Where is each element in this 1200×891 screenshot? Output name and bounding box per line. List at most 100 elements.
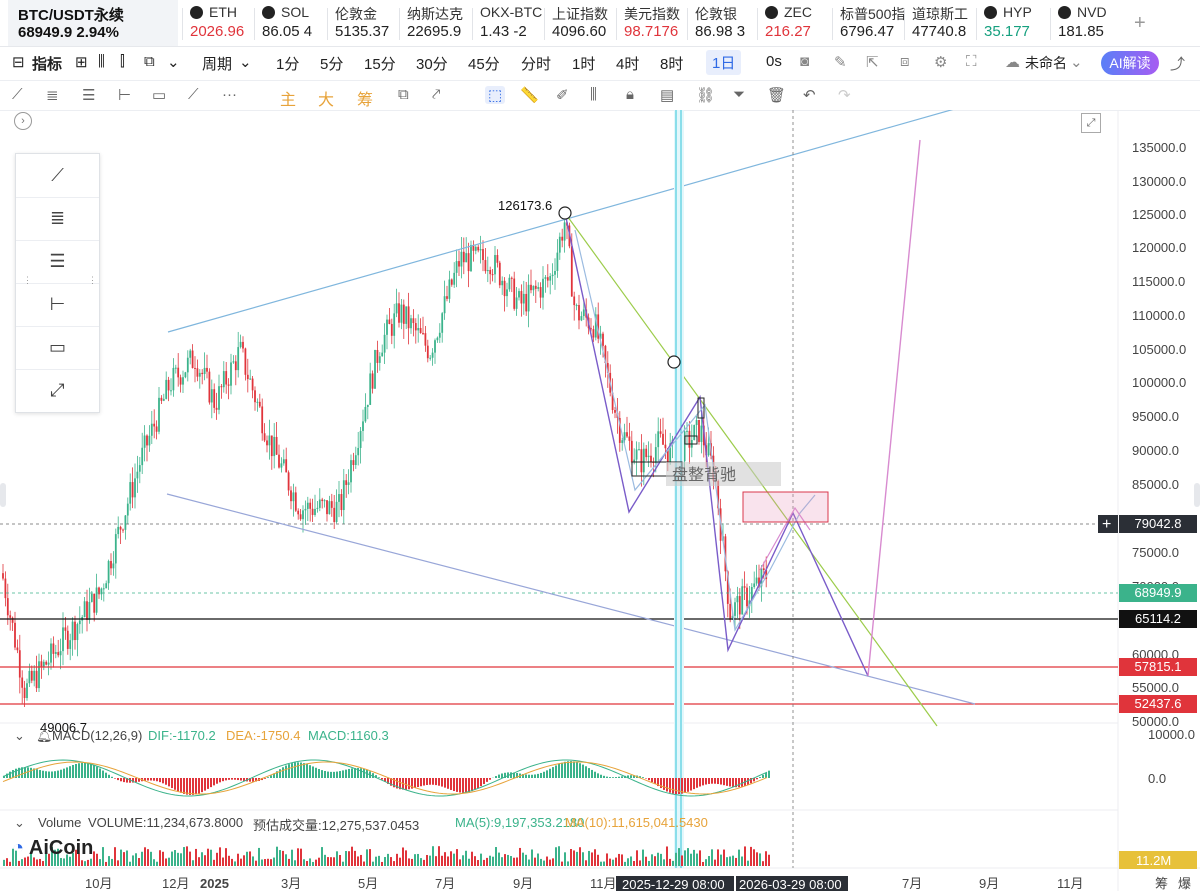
fullscreen-corner-icon[interactable]: ⤢ bbox=[1081, 113, 1101, 133]
ticker-10[interactable]: 道琼斯工 47740.8 bbox=[912, 0, 976, 46]
candle-body bbox=[261, 406, 264, 434]
panel-horizontal-lines-icon[interactable]: ☰ bbox=[16, 240, 99, 284]
macd-bar bbox=[570, 761, 572, 778]
price-chart[interactable]: 135000.0 130000.0 125000.0 120000.0 115000.0… bbox=[0, 110, 1200, 891]
ai-analyze-button[interactable]: AI解读 bbox=[1101, 51, 1159, 75]
interval-6[interactable]: 1时 bbox=[572, 56, 596, 73]
interval-0[interactable]: 1分 bbox=[276, 56, 300, 73]
candle-type-icon[interactable]: ⊞ bbox=[75, 54, 88, 71]
big-order-button[interactable]: 大 bbox=[318, 92, 335, 109]
expand-icon[interactable]: › bbox=[14, 112, 32, 130]
chevron-down-icon[interactable]: ⌄ bbox=[1070, 54, 1083, 71]
filter-icon[interactable]: ⏷ bbox=[733, 86, 746, 103]
macd-collapse-icon[interactable]: ⌄ bbox=[14, 728, 25, 743]
cursor-icon[interactable]: ⬚ bbox=[485, 86, 506, 104]
candles-icon[interactable]: ⫼ bbox=[590, 86, 597, 103]
horizontal-line-icon[interactable]: ⊢ bbox=[118, 87, 132, 104]
panel-horizontal-line-icon[interactable]: ⊢ bbox=[16, 283, 99, 327]
note-icon[interactable]: ▤ bbox=[660, 87, 675, 104]
rectangle-icon[interactable]: ▭ bbox=[152, 87, 167, 104]
ray-icon[interactable]: ⟋ bbox=[188, 86, 199, 103]
hollow-candle-icon[interactable]: ⫿ bbox=[120, 53, 125, 70]
chevron-down-icon[interactable]: ⌄ bbox=[167, 54, 180, 71]
measure-icon[interactable]: ⤤ bbox=[432, 86, 441, 103]
interval-4[interactable]: 45分 bbox=[468, 56, 500, 73]
macd-alert-icon[interactable]: 🔔︎ bbox=[36, 728, 53, 743]
ruler-icon[interactable]: 📏 bbox=[520, 87, 539, 104]
parallel-lines-icon[interactable]: ≣ bbox=[46, 87, 59, 104]
macd-label[interactable]: MACD(12,26,9) bbox=[52, 728, 143, 743]
link-icon[interactable]: ⛓ bbox=[696, 87, 716, 104]
interval-3[interactable]: 30分 bbox=[416, 56, 448, 73]
fullscreen-icon[interactable]: ⛶ bbox=[966, 53, 977, 70]
volume-bar bbox=[744, 846, 746, 866]
right-side-handle[interactable] bbox=[1194, 483, 1200, 507]
more-icon[interactable]: ··· bbox=[222, 86, 237, 103]
interval-8[interactable]: 8时 bbox=[660, 56, 684, 73]
lock-icon[interactable]: 🔒︎ bbox=[626, 86, 634, 103]
candle-body bbox=[537, 287, 540, 289]
candle-body bbox=[18, 650, 21, 678]
camera-icon[interactable]: ◙ bbox=[800, 53, 810, 70]
settings-icon[interactable]: ⚙ bbox=[934, 54, 948, 71]
pencil-icon[interactable]: ✎ bbox=[834, 54, 847, 71]
ticker-12[interactable]: NVD 181.85 bbox=[1058, 0, 1128, 46]
panel-arrow-icon[interactable]: ⤢ bbox=[50, 380, 65, 400]
redo-icon[interactable]: ↷ bbox=[838, 87, 851, 104]
volume-bar bbox=[654, 856, 656, 866]
horizontal-lines-icon[interactable]: ☰ bbox=[82, 87, 96, 104]
interval-9[interactable]: 1日 bbox=[706, 50, 742, 75]
candle-body bbox=[64, 627, 67, 631]
brush-icon[interactable]: ✐ bbox=[556, 87, 569, 104]
panel-parallel-channel-icon[interactable]: ≣ bbox=[16, 197, 99, 241]
volume-bar bbox=[183, 847, 185, 866]
undo-icon[interactable]: ↶ bbox=[803, 87, 816, 104]
interval-2[interactable]: 15分 bbox=[364, 56, 396, 73]
layout-name-button[interactable]: 未命名 bbox=[1025, 55, 1067, 71]
macd-bar bbox=[153, 778, 155, 781]
cloud-icon[interactable]: ☁ bbox=[1005, 54, 1020, 71]
period-button[interactable]: 周期 bbox=[202, 56, 233, 73]
add-ticker-icon[interactable]: + bbox=[1134, 12, 1146, 34]
volume-bar bbox=[345, 851, 347, 866]
candle-style-icon[interactable]: ⧉ bbox=[144, 53, 155, 70]
ticker-8[interactable]: ZEC 216.27 bbox=[765, 0, 832, 46]
indicators-button[interactable]: 指标 bbox=[32, 56, 63, 73]
ticker-1[interactable]: SOL 86.05 4 bbox=[262, 0, 327, 46]
ticker-6[interactable]: 美元指数 98.7176 bbox=[624, 0, 687, 46]
interval-5[interactable]: 分时 bbox=[521, 56, 552, 73]
seconds-button[interactable]: 0s bbox=[766, 53, 782, 70]
volume-forecast: 预估成交量:12,275,537.0453 bbox=[253, 818, 420, 833]
chips-button[interactable]: 筹 bbox=[357, 92, 374, 109]
candle-body bbox=[753, 583, 756, 588]
main-ticker-tab[interactable]: BTC/USDT永续 68949.9 2.94% bbox=[8, 0, 178, 46]
share-icon[interactable]: ⇱ bbox=[866, 54, 879, 71]
ticker-4[interactable]: OKX-BTC 1.43 -2 bbox=[480, 0, 544, 46]
ticker-2[interactable]: 伦敦金 5135.37 bbox=[335, 0, 399, 46]
interval-1[interactable]: 5分 bbox=[320, 56, 344, 73]
ticker-5[interactable]: 上证指数 4096.60 bbox=[552, 0, 616, 46]
interval-7[interactable]: 4时 bbox=[616, 56, 640, 73]
main-force-button[interactable]: 主 bbox=[280, 92, 297, 109]
panel-trend-line-icon[interactable]: ⟋ bbox=[16, 154, 99, 198]
ticker-7[interactable]: 伦敦银 86.98 3 bbox=[695, 0, 757, 46]
share-link-icon[interactable]: ⤴ bbox=[1170, 56, 1186, 73]
panel-drag-handle[interactable]: ⋮ bbox=[23, 275, 32, 285]
magnet-icon[interactable]: ⧉ bbox=[398, 86, 409, 103]
left-side-handle[interactable] bbox=[0, 483, 6, 507]
trash-icon[interactable]: 🗑︎ bbox=[767, 87, 787, 104]
bar-type-icon[interactable]: ⫼ bbox=[98, 53, 105, 70]
panel-rectangle-icon[interactable]: ▭ bbox=[16, 326, 99, 370]
ticker-9[interactable]: 标普500指 6796.47 bbox=[840, 0, 904, 46]
ticker-3[interactable]: 纳斯达克 22695.9 bbox=[407, 0, 472, 46]
trend-line-icon[interactable]: ⟋ bbox=[12, 86, 23, 103]
indicator-icon[interactable]: ⊟ bbox=[12, 54, 25, 71]
candle-body bbox=[304, 508, 307, 511]
ticker-0[interactable]: ETH 2026.96 bbox=[190, 0, 254, 46]
panel-drag-handle-right[interactable]: ⋮ bbox=[88, 275, 97, 285]
volume-collapse-icon[interactable]: ⌄ bbox=[14, 815, 25, 830]
volume-label[interactable]: Volume bbox=[38, 815, 82, 830]
layers-icon[interactable]: ⧈ bbox=[900, 53, 910, 70]
chevron-down-icon[interactable]: ⌄ bbox=[239, 54, 252, 71]
ticker-11[interactable]: HYP 35.177 bbox=[984, 0, 1050, 46]
